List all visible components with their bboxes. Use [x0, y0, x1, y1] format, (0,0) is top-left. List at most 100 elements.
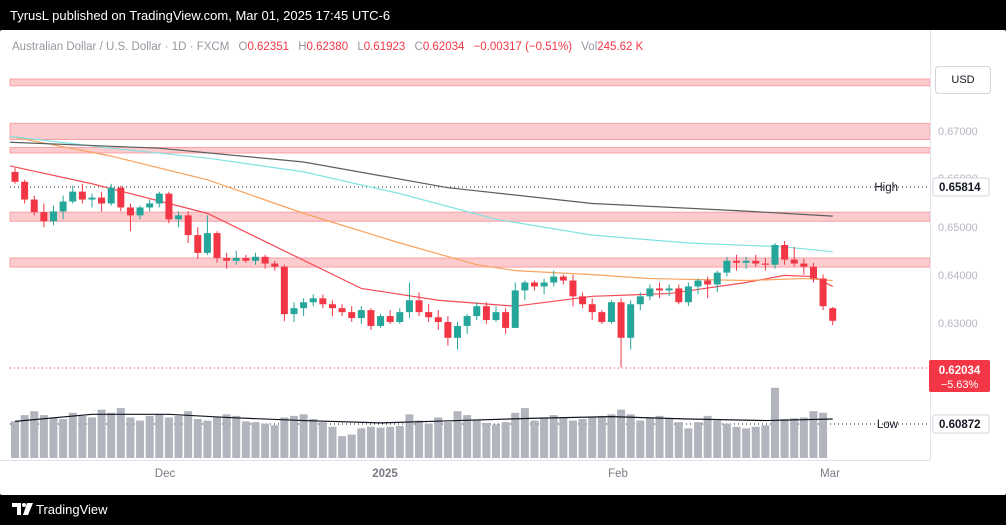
ohlc-legend: Australian Dollar / U.S. Dollar · 1D · F… — [12, 41, 644, 53]
volume-bar — [261, 423, 270, 458]
volume-bar — [289, 415, 298, 458]
candle-body — [328, 304, 336, 309]
volume-bar — [424, 423, 433, 458]
volume-bar — [472, 420, 481, 458]
time-tick-label: Dec — [155, 468, 176, 480]
volume-bar — [241, 421, 250, 458]
candle-body — [213, 233, 221, 259]
volume-bar — [694, 422, 703, 458]
volume-bar — [617, 409, 626, 458]
candle-body — [21, 181, 29, 200]
candle-body — [636, 296, 644, 305]
currency-button[interactable]: USD — [935, 66, 991, 94]
chart-svg[interactable]: 0.680000.670000.660000.650000.640000.630… — [0, 30, 1006, 495]
candle-body — [656, 288, 664, 291]
price-tick-label: 0.65000 — [938, 222, 978, 234]
volume-bar — [347, 434, 356, 458]
candle-body — [261, 256, 269, 264]
volume-bar — [761, 425, 770, 458]
candle-body — [482, 306, 490, 321]
candle-body — [781, 244, 789, 260]
volume-bar — [780, 419, 789, 458]
axes: 0.680000.670000.660000.650000.640000.630… — [0, 30, 990, 480]
volume-bar — [819, 412, 828, 458]
volume-bar — [318, 422, 327, 458]
high-value: 0.62380 — [307, 41, 349, 53]
candle-body — [829, 308, 837, 321]
published-info: TyrusL published on TradingView.com, Mar… — [10, 8, 391, 23]
resistance-zones — [9, 78, 931, 268]
volume-value: 245.62 K — [597, 41, 643, 53]
volume-bar — [799, 417, 808, 458]
volume-bar — [68, 412, 77, 458]
volume-bar — [770, 387, 779, 458]
candle-body — [357, 310, 365, 319]
candle-body — [415, 300, 423, 313]
svg-text:Australian Dollar / U.S. Dolla: Australian Dollar / U.S. Dollar · 1D · F… — [12, 41, 644, 53]
candle-body — [88, 197, 96, 200]
volume-bar — [559, 417, 568, 458]
last-price-value: 0.62034 — [939, 365, 981, 377]
price-tick-label: 0.64000 — [938, 270, 978, 282]
moving-average-line — [9, 165, 833, 307]
volume-bar — [232, 415, 241, 458]
candle-body — [11, 171, 19, 182]
volume-bar — [357, 428, 366, 458]
candle-body — [242, 258, 250, 261]
volume-bar — [280, 417, 289, 458]
volume-bar — [588, 417, 597, 458]
volume-bar — [597, 415, 606, 458]
candle-body — [521, 282, 529, 291]
candle-body — [386, 316, 394, 322]
volume-bar — [251, 422, 260, 458]
volume-bar — [136, 420, 145, 458]
volume-bar — [722, 423, 731, 458]
candle-body — [550, 276, 558, 283]
candle-body — [502, 312, 510, 328]
time-tick-label: 2025 — [372, 468, 398, 480]
volume-bar — [213, 417, 222, 458]
volume-bar — [530, 420, 539, 458]
volume-bar — [299, 414, 308, 458]
candle-body — [117, 187, 125, 208]
candle-body — [617, 302, 625, 338]
volume-bar — [222, 414, 231, 458]
candle-body — [579, 296, 587, 305]
volume-bar — [30, 411, 39, 458]
candle-body — [348, 312, 356, 319]
resistance-zone — [9, 78, 931, 87]
candle-body — [30, 199, 38, 213]
volume-bar — [145, 415, 154, 458]
price-tick-label: 0.67000 — [938, 126, 978, 138]
footer-brand: TradingView — [36, 502, 108, 517]
low-label-box — [932, 414, 990, 434]
volume-bar — [732, 426, 741, 458]
moving-average-line — [9, 141, 833, 217]
candle-body — [713, 272, 721, 285]
high-label-box — [932, 177, 990, 197]
candle-body — [771, 244, 779, 265]
candle-body — [704, 280, 712, 285]
volume-bar — [116, 408, 125, 458]
volume-bar — [20, 415, 29, 458]
candle-body — [511, 290, 519, 328]
candle-body — [675, 288, 683, 303]
candle-body — [742, 260, 750, 263]
volume-bar — [155, 414, 164, 458]
volume-bar — [184, 411, 193, 458]
candle-body — [49, 211, 57, 222]
footer: TradingView — [0, 495, 1006, 525]
volume-bar — [511, 412, 520, 458]
open-value: 0.62351 — [247, 41, 289, 53]
volume-bar — [520, 408, 529, 458]
volume-bar — [742, 428, 751, 458]
volume-bar — [540, 417, 549, 458]
volume-bar — [376, 427, 385, 458]
price-tick-label: 0.63000 — [938, 318, 978, 330]
candle-body — [684, 286, 692, 303]
time-tick-label: Feb — [608, 468, 628, 480]
candle-body — [627, 304, 635, 338]
candle-body — [588, 304, 596, 313]
volume-bar — [501, 422, 510, 458]
chart-grid — [10, 186, 930, 425]
